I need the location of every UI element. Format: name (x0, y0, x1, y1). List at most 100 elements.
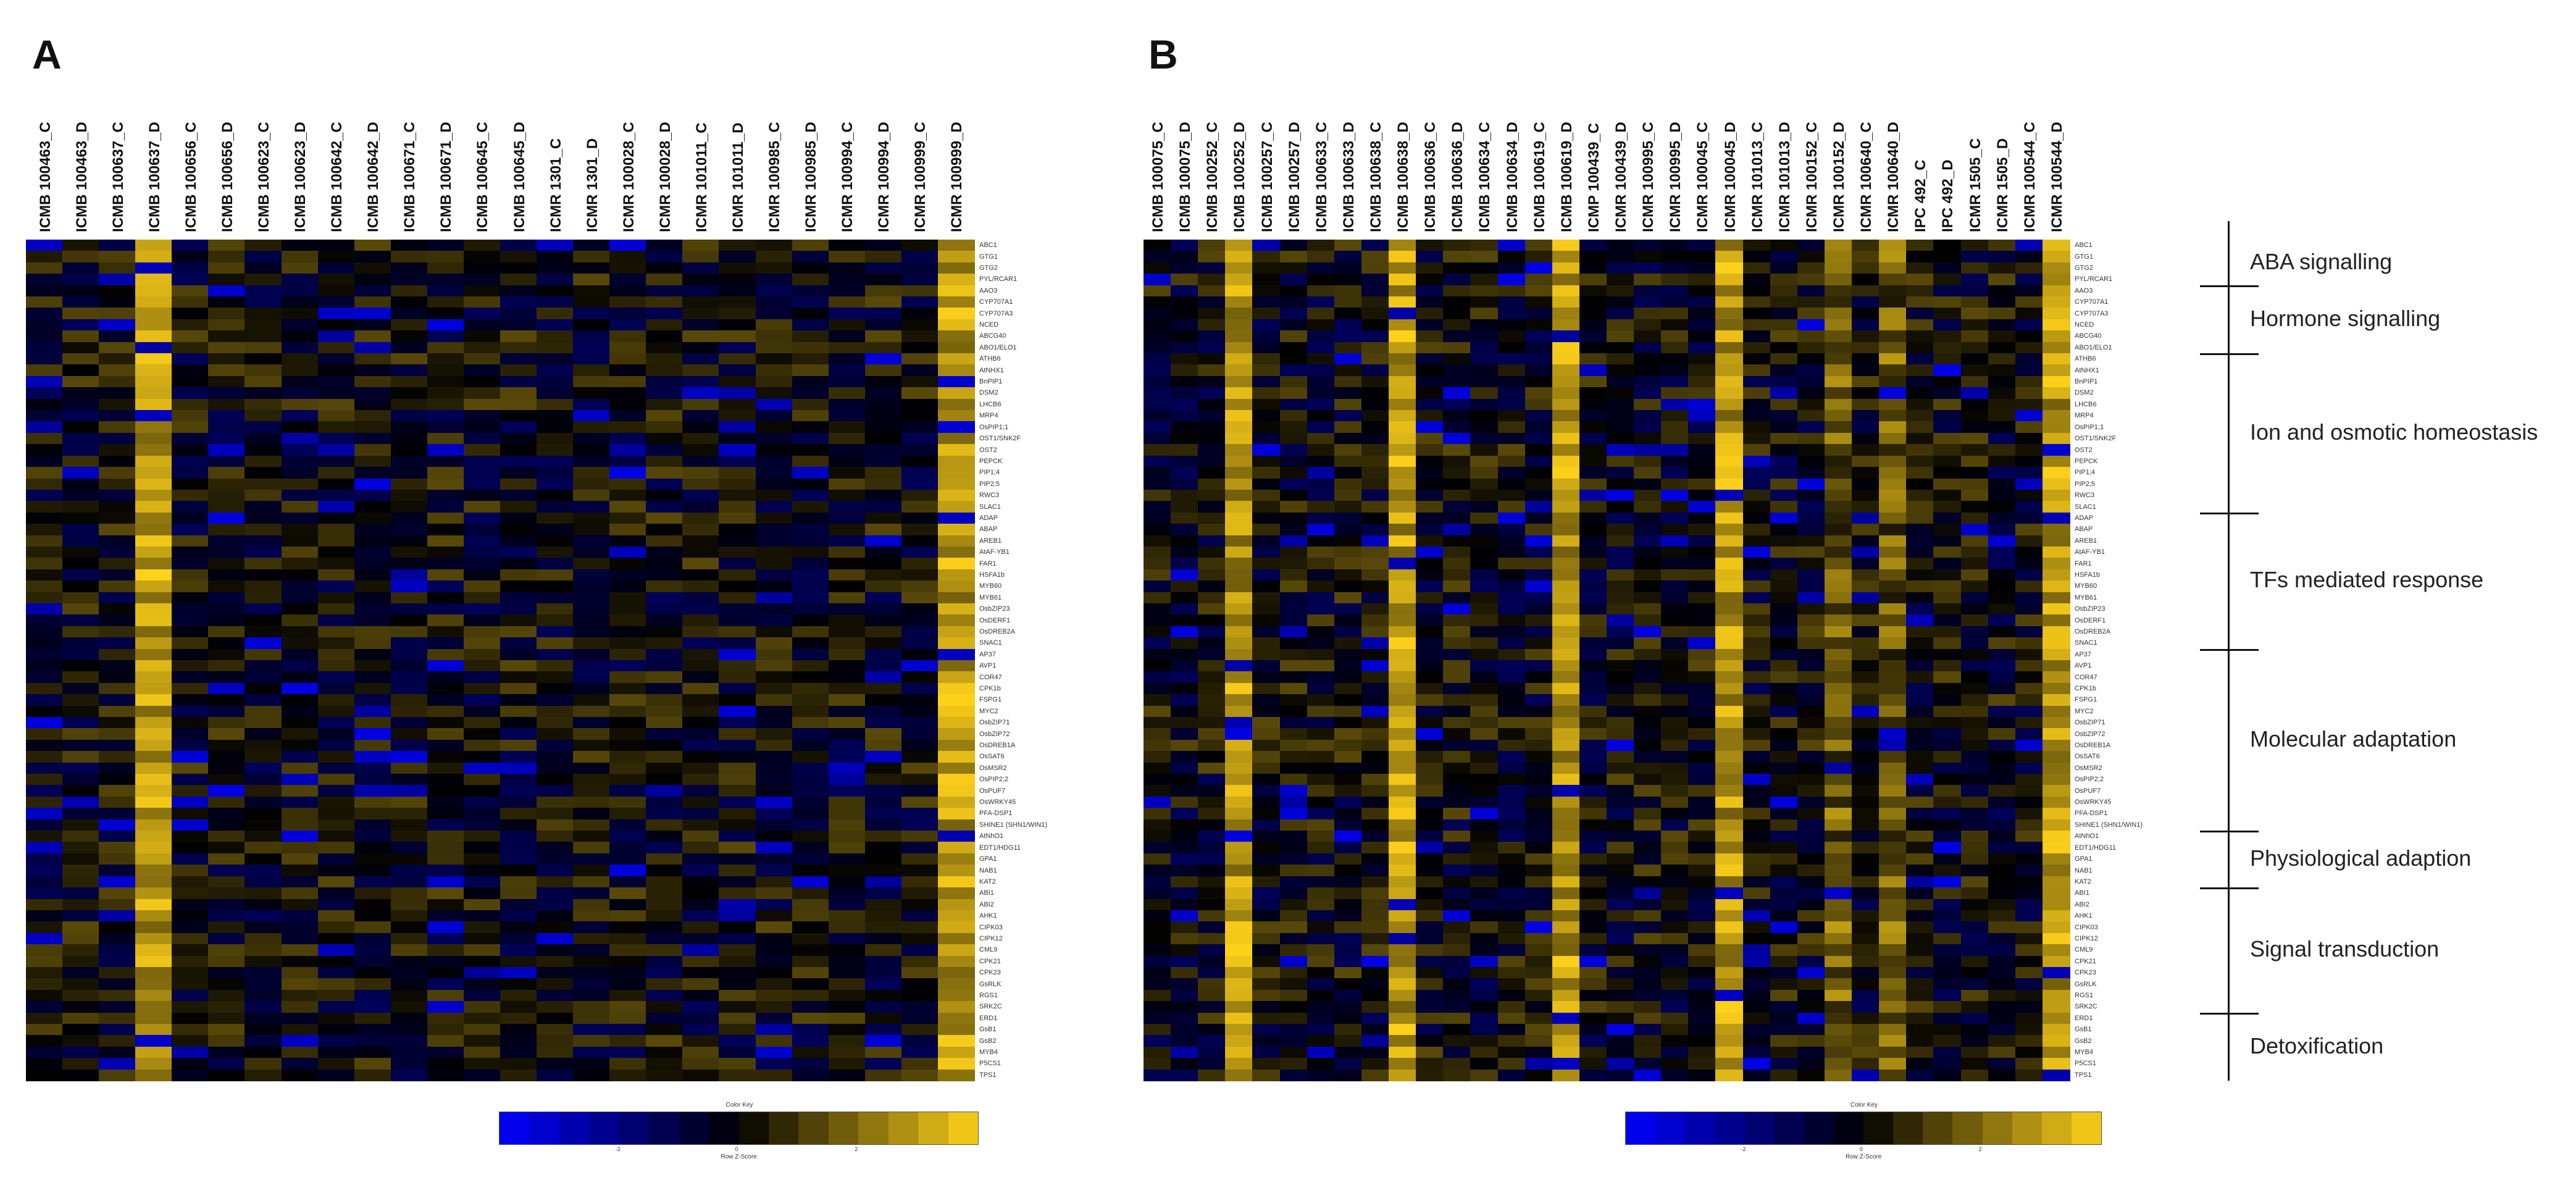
heatmap-cell (1389, 569, 1416, 581)
heatmap-cell (1497, 694, 1526, 706)
heatmap-cell (1389, 705, 1416, 718)
heatmap-cell (427, 808, 464, 820)
heatmap-cell (1443, 398, 1471, 411)
heatmap-cell (1770, 955, 1798, 968)
heatmap-cell (1634, 296, 1662, 309)
heatmap-cell (864, 444, 902, 456)
heatmap-cell (1988, 637, 2016, 650)
heatmap-cell (537, 341, 574, 354)
heatmap-cell (1198, 853, 1226, 865)
heatmap-cell (609, 853, 646, 865)
heatmap-cell (937, 467, 975, 479)
heatmap-cell (573, 489, 610, 501)
heatmap-cell (1279, 614, 1308, 627)
heatmap-cell (1225, 535, 1253, 547)
heatmap-cell (245, 1023, 282, 1036)
heatmap-cell (2015, 558, 2043, 570)
heatmap-cell (828, 648, 866, 661)
heatmap-cell (1579, 387, 1607, 400)
heatmap-cell (1579, 410, 1607, 422)
heatmap-cell (427, 535, 464, 547)
heatmap-cell (1307, 910, 1335, 922)
heatmap-cell (1144, 524, 1171, 536)
heatmap-cell (719, 876, 756, 888)
heatmap-cell (1389, 524, 1416, 536)
heatmap-cell (1824, 501, 1852, 513)
heatmap-cell (1824, 842, 1852, 854)
heatmap-cell (1144, 637, 1171, 650)
heatmap-cell (245, 648, 282, 661)
heatmap-cell (682, 341, 720, 354)
heatmap-cell (1661, 592, 1689, 604)
heatmap-cell (62, 489, 99, 501)
heatmap-cell (1443, 921, 1471, 934)
heatmap-cell (208, 739, 246, 752)
heatmap-cell (463, 978, 501, 991)
heatmap-cell (2015, 546, 2043, 558)
heatmap-cell (646, 251, 683, 263)
heatmap-cell (1552, 682, 1580, 695)
heatmap-cell (172, 330, 209, 343)
heatmap-cell (937, 558, 975, 570)
heatmap-cell (135, 274, 172, 286)
heatmap-cell (1852, 648, 1880, 661)
heatmap-cell (1279, 421, 1308, 434)
heatmap-cell (1171, 512, 1198, 524)
column-header: ICMB 100642_D (365, 122, 382, 232)
heatmap-cell (646, 921, 683, 934)
heatmap-cell (1307, 728, 1335, 740)
heatmap-cell (2042, 1035, 2070, 1047)
heatmap-cell (1524, 1058, 1553, 1070)
heatmap-cell (99, 353, 136, 366)
heatmap-cell (1497, 932, 1526, 945)
heatmap-cell (1443, 455, 1471, 467)
color-key-swatch (1982, 1112, 2012, 1144)
heatmap-cell (1470, 592, 1499, 604)
heatmap-cell (172, 705, 209, 718)
heatmap-cell (281, 455, 319, 467)
heatmap-cell (1988, 512, 2016, 524)
heatmap-cell (99, 603, 136, 615)
heatmap-cell (99, 887, 136, 900)
heatmap-cell (1906, 558, 1934, 570)
heatmap-cell (573, 1012, 610, 1024)
heatmap-cell (390, 455, 428, 467)
heatmap-cell (245, 308, 282, 320)
heatmap-cell (1661, 375, 1689, 388)
heatmap-cell (1579, 1046, 1607, 1058)
heatmap-cell (1797, 739, 1825, 752)
heatmap-cell (427, 558, 464, 570)
heatmap-cell (1742, 274, 1771, 286)
heatmap-cell (99, 774, 136, 786)
heatmap-cell (901, 353, 939, 366)
heatmap-cell (1933, 921, 1962, 934)
heatmap-cell (609, 285, 646, 297)
heatmap-cell (208, 535, 246, 547)
heatmap-cell (1524, 569, 1553, 581)
heatmap-cell (281, 626, 319, 638)
heatmap-cell (864, 966, 902, 979)
heatmap-cell (1906, 682, 1934, 695)
heatmap-cell (1634, 876, 1662, 888)
heatmap-cell (1225, 262, 1253, 274)
heatmap-cell (792, 853, 829, 865)
heatmap-cell (427, 262, 464, 274)
heatmap-cell (901, 603, 939, 615)
heatmap-cell (1198, 887, 1226, 900)
heatmap-cell (427, 705, 464, 718)
heatmap-cell (1252, 1046, 1281, 1058)
heatmap-cell (1879, 932, 1907, 945)
heatmap-cell (1470, 308, 1499, 320)
heatmap-cell (500, 1001, 537, 1013)
heatmap-cell (1933, 932, 1962, 945)
heatmap-cell (281, 944, 319, 957)
heatmap-cell (135, 728, 172, 740)
heatmap-cell (1797, 910, 1825, 922)
heatmap-cell (1960, 375, 1989, 388)
heatmap-cell (1770, 308, 1798, 320)
heatmap-cell (427, 671, 464, 684)
heatmap-cell (1960, 682, 1989, 695)
heatmap-cell (1497, 819, 1526, 831)
heatmap-cell (1879, 421, 1907, 434)
heatmap-cell (901, 671, 939, 684)
